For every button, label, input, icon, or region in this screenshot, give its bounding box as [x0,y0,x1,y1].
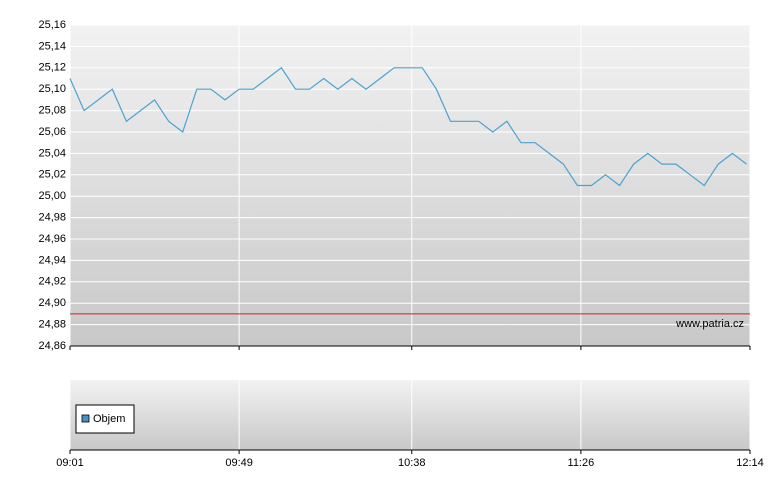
y-tick-label: 25,06 [38,126,66,138]
x-tick-label: 09:01 [56,457,84,469]
y-tick-label: 25,00 [38,190,66,202]
y-tick-label: 24,92 [38,276,66,288]
y-tick-label: 25,10 [38,83,66,95]
y-tick-label: 24,90 [38,297,66,309]
y-tick-label: 24,98 [38,212,66,224]
annotation: www.patria.cz [675,318,744,330]
y-tick-label: 25,04 [38,147,66,159]
x-tick-label: 11:26 [568,457,595,469]
y-tick-label: 24,96 [38,233,66,245]
legend-label: Objem [93,413,125,425]
y-tick-label: 25,12 [38,62,66,74]
y-tick-label: 25,14 [38,40,66,52]
y-tick-label: 25,16 [38,19,66,31]
volume-area [70,380,750,450]
y-tick-label: 24,88 [38,319,66,331]
legend-swatch [81,414,90,423]
x-tick-label: 10:38 [398,457,426,469]
y-tick-label: 24,94 [38,254,66,266]
plot-area [70,25,750,346]
x-tick-label: 09:49 [225,457,253,469]
price-line [69,66,747,187]
y-tick-label: 25,08 [38,105,66,117]
x-tick-label: 12:14 [736,457,764,469]
y-tick-label: 24,86 [38,340,66,352]
y-tick-label: 25,02 [38,169,66,181]
